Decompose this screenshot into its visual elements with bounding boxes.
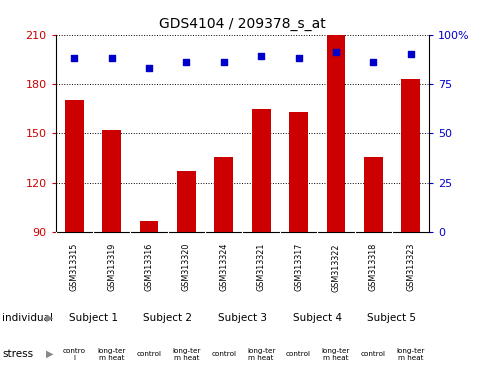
Point bbox=[145, 65, 153, 71]
Text: stress: stress bbox=[2, 349, 33, 359]
Text: Subject 1: Subject 1 bbox=[68, 313, 118, 323]
Bar bbox=[400, 79, 419, 232]
Bar bbox=[288, 112, 307, 232]
Bar bbox=[139, 221, 158, 232]
Text: control: control bbox=[286, 351, 310, 357]
Text: GSM313315: GSM313315 bbox=[70, 243, 79, 291]
Text: Subject 3: Subject 3 bbox=[217, 313, 267, 323]
Point bbox=[219, 59, 227, 65]
Text: long-ter
m heat: long-ter m heat bbox=[321, 348, 349, 361]
Bar bbox=[326, 35, 345, 232]
Point bbox=[107, 55, 115, 61]
Text: GSM313320: GSM313320 bbox=[182, 243, 191, 291]
Point bbox=[406, 51, 413, 58]
Text: Subject 5: Subject 5 bbox=[366, 313, 416, 323]
Text: ▶: ▶ bbox=[46, 349, 53, 359]
Text: long-ter
m heat: long-ter m heat bbox=[395, 348, 424, 361]
Text: GSM313318: GSM313318 bbox=[368, 243, 377, 291]
Text: GSM313322: GSM313322 bbox=[331, 243, 340, 291]
Point bbox=[182, 59, 190, 65]
Bar bbox=[214, 157, 233, 232]
Point bbox=[71, 55, 78, 61]
Point bbox=[369, 59, 377, 65]
Text: control: control bbox=[360, 351, 385, 357]
Point bbox=[257, 53, 265, 60]
Text: control: control bbox=[211, 351, 236, 357]
Text: GSM313324: GSM313324 bbox=[219, 243, 228, 291]
Text: GSM313317: GSM313317 bbox=[293, 243, 302, 291]
Text: contro
l: contro l bbox=[63, 348, 86, 361]
Text: individual: individual bbox=[2, 313, 53, 323]
Text: long-ter
m heat: long-ter m heat bbox=[246, 348, 275, 361]
Text: ▶: ▶ bbox=[46, 313, 53, 323]
Bar bbox=[363, 157, 382, 232]
Bar bbox=[177, 171, 196, 232]
Text: GSM313319: GSM313319 bbox=[107, 243, 116, 291]
Text: GSM313323: GSM313323 bbox=[405, 243, 414, 291]
Text: Subject 2: Subject 2 bbox=[143, 313, 192, 323]
Text: GSM313321: GSM313321 bbox=[256, 243, 265, 291]
Title: GDS4104 / 209378_s_at: GDS4104 / 209378_s_at bbox=[159, 17, 325, 31]
Text: long-ter
m heat: long-ter m heat bbox=[172, 348, 200, 361]
Bar bbox=[102, 130, 121, 232]
Text: control: control bbox=[136, 351, 161, 357]
Text: GSM313316: GSM313316 bbox=[144, 243, 153, 291]
Text: long-ter
m heat: long-ter m heat bbox=[97, 348, 126, 361]
Text: Subject 4: Subject 4 bbox=[292, 313, 341, 323]
Point bbox=[294, 55, 302, 61]
Point bbox=[331, 49, 339, 55]
Bar bbox=[65, 101, 84, 232]
Bar bbox=[251, 109, 270, 232]
